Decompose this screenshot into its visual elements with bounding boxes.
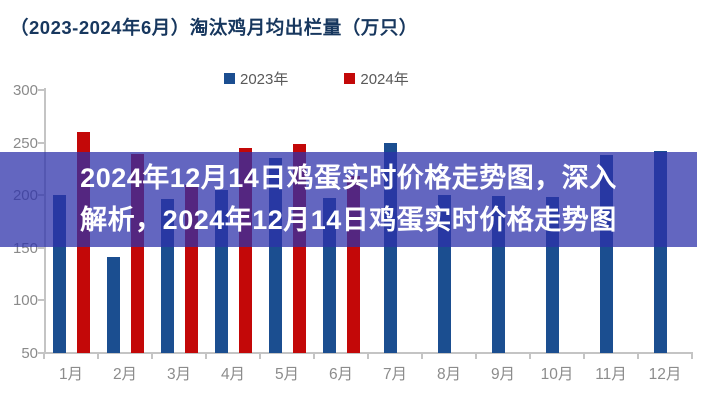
x-axis-tick (367, 354, 369, 359)
x-axis-category-label: 4月 (220, 366, 246, 383)
x-axis-category-label: 1月 (58, 366, 84, 383)
y-axis-tick (38, 352, 44, 354)
x-axis-tick (637, 354, 639, 359)
x-axis-category-label: 6月 (328, 366, 354, 383)
y-axis-tick (38, 299, 44, 302)
legend-swatch-2023-icon (224, 73, 235, 84)
x-axis-category-label: 3月 (166, 366, 192, 383)
x-axis-category-label: 10月 (540, 366, 574, 383)
x-axis-tick (421, 354, 423, 359)
bar-2023-2月 (106, 257, 120, 353)
x-axis-category-label: 9月 (490, 366, 516, 383)
overlay-text-line1: 2024年12月14日鸡蛋实时价格走势图，深入 (80, 162, 617, 193)
x-axis-category-label: 12月 (648, 366, 682, 383)
x-axis-category-label: 11月 (595, 366, 627, 383)
y-axis-tick-label: 100 (12, 292, 38, 310)
y-axis-tick (38, 89, 44, 91)
legend-label-2024: 2024年 (360, 71, 409, 88)
x-axis-tick (475, 354, 477, 359)
x-axis-category-label: 8月 (436, 366, 462, 383)
x-axis-tick (529, 354, 531, 359)
x-axis-tick (97, 354, 99, 359)
y-axis-tick-label: 50 (21, 345, 38, 362)
y-axis-tick (38, 141, 44, 144)
legend-item-2023: 2023年 (224, 68, 288, 89)
y-axis-tick-label: 250 (12, 134, 38, 152)
x-axis-tick (313, 354, 315, 359)
x-axis-category-label: 2月 (112, 366, 138, 383)
legend-item-2024: 2024年 (344, 68, 409, 89)
x-axis-tick (205, 354, 207, 359)
overlay-text-line2: 解析，2024年12月14日鸡蛋实时价格走势图 (80, 205, 617, 235)
x-axis-tick (583, 354, 585, 359)
legend-label-2023: 2023年 (240, 71, 289, 88)
y-axis-tick-label: 300 (12, 82, 38, 99)
x-axis-category-label: 5月 (274, 366, 300, 383)
chart-legend: 2023年 2024年 (224, 68, 409, 89)
x-axis-category-label: 7月 (382, 366, 408, 383)
x-axis-tick (691, 354, 693, 359)
overlay-banner: 2024年12月14日鸡蛋实时价格走势图，深入 解析，2024年12月14日鸡蛋… (0, 152, 697, 247)
x-axis-tick (151, 354, 153, 359)
y-axis-tick (38, 246, 44, 249)
chart-title: （2023-2024年6月）淘汰鸡月均出栏量（万只） (10, 17, 418, 38)
x-axis (44, 352, 693, 354)
x-axis-tick (43, 354, 45, 359)
legend-swatch-2024-icon (344, 73, 356, 84)
x-axis-tick (259, 354, 261, 359)
